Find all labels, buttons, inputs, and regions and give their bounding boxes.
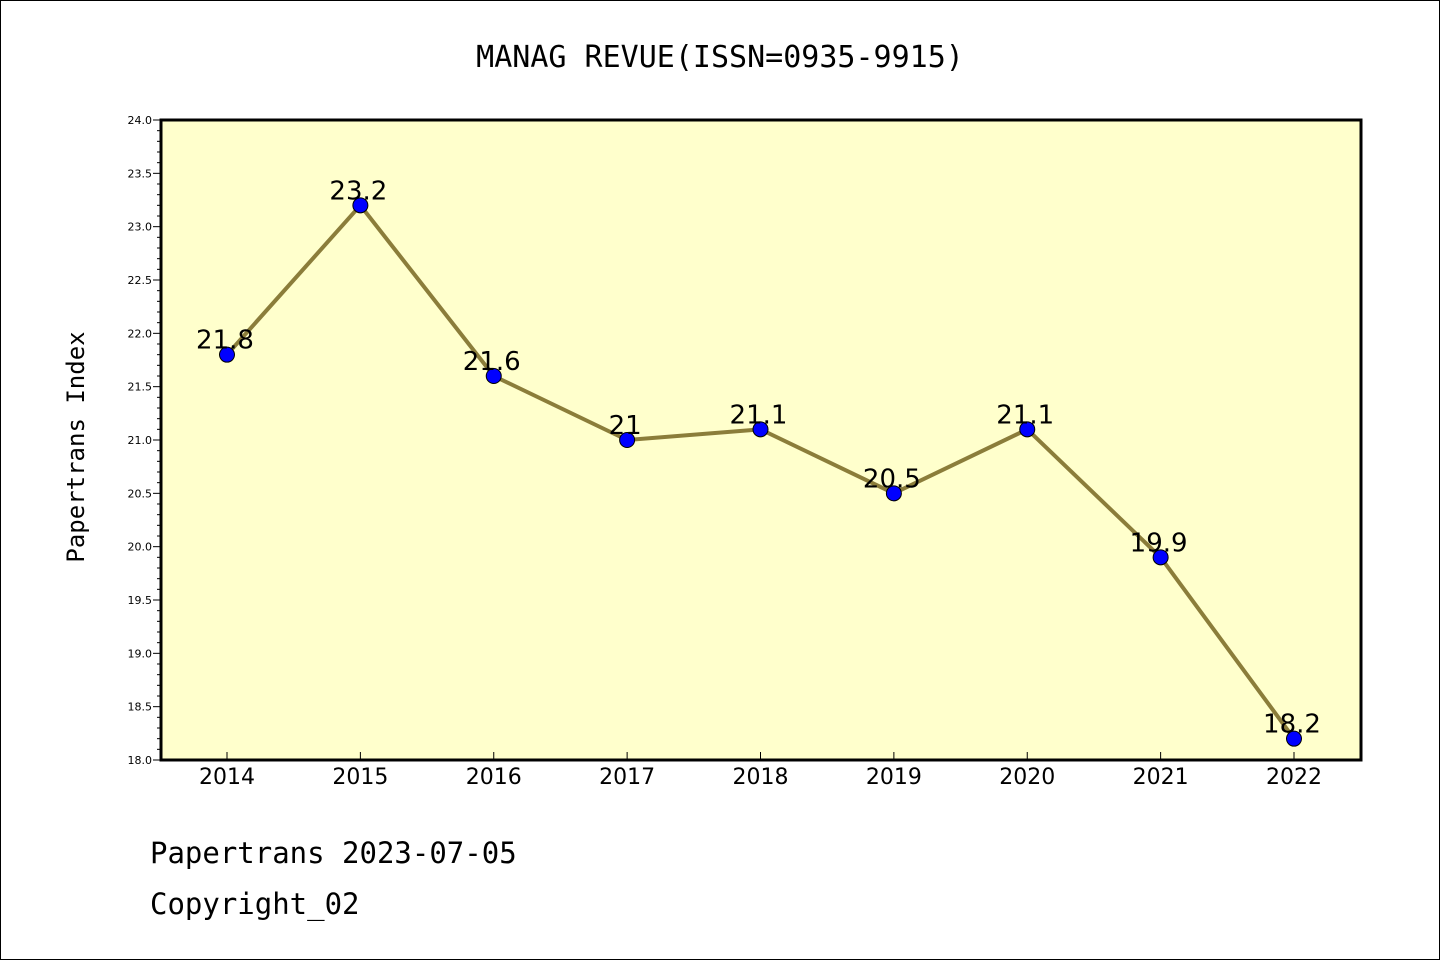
- y-tick-label: 21.0: [128, 434, 153, 447]
- data-label: 20.5: [863, 464, 921, 494]
- footer-date: Papertrans 2023-07-05: [150, 836, 517, 870]
- data-label: 21.8: [196, 326, 254, 356]
- x-tick-label: 2019: [866, 765, 922, 790]
- x-tick-label: 2016: [466, 765, 522, 790]
- data-point: [885, 485, 902, 502]
- data-point: [752, 421, 769, 438]
- x-tick-label: 2022: [1266, 765, 1322, 790]
- y-tick-label: 19.5: [128, 594, 153, 607]
- y-tick-label: 23.5: [128, 167, 153, 180]
- y-tick-label: 22.0: [128, 327, 153, 340]
- data-label: 23.2: [329, 176, 387, 206]
- data-point: [352, 197, 369, 214]
- data-point: [219, 346, 235, 363]
- y-tick-label: 18.0: [128, 754, 153, 767]
- x-tick-label: 2020: [999, 765, 1055, 790]
- data-label: 21.1: [730, 400, 788, 430]
- data-point: [1286, 730, 1302, 747]
- data-point: [1152, 549, 1169, 566]
- data-point: [1019, 421, 1036, 438]
- x-tick-label: 2018: [733, 765, 789, 790]
- chart-title: MANAG REVUE(ISSN=0935-9915): [476, 40, 964, 75]
- data-label: 18.2: [1263, 710, 1321, 740]
- x-tick-label: 2017: [599, 765, 655, 790]
- y-tick-label: 20.5: [128, 487, 153, 500]
- data-point: [485, 368, 502, 384]
- x-tick-label: 2015: [332, 765, 388, 790]
- data-point: [619, 432, 636, 448]
- x-tick-label: 2014: [199, 765, 255, 790]
- x-axis-ticks: 2014 2015 2016 2017 2018 2019 2020 2021 2022: [199, 752, 1322, 790]
- data-label: 19.9: [1130, 528, 1188, 558]
- y-tick-label: 18.5: [128, 701, 153, 714]
- y-tick-label: 23.0: [128, 221, 153, 234]
- series-layer: 21.8 23.2 21.6 21 21.1 20.5 21.1 19.9 18.2: [196, 176, 1321, 747]
- y-tick-label: 19.0: [128, 647, 153, 660]
- footer-copyright: Copyright_02: [150, 887, 360, 922]
- y-tick-label: 21.5: [128, 381, 153, 394]
- plot-area: [159, 118, 1363, 762]
- y-axis-ticks: 18.0 18.5 19.0 19.5 20.0 20.5 21.0 21.5 22.0 22.5…: [128, 114, 161, 767]
- y-tick-label: 24.0: [128, 114, 153, 127]
- data-label: 21: [609, 411, 642, 441]
- data-label: 21.1: [996, 400, 1054, 430]
- data-label: 21.6: [463, 347, 521, 377]
- x-tick-label: 2021: [1133, 765, 1189, 790]
- y-tick-label: 22.5: [128, 274, 153, 287]
- y-axis-label: Papertrans Index: [62, 331, 90, 562]
- y-tick-label: 20.0: [128, 541, 153, 554]
